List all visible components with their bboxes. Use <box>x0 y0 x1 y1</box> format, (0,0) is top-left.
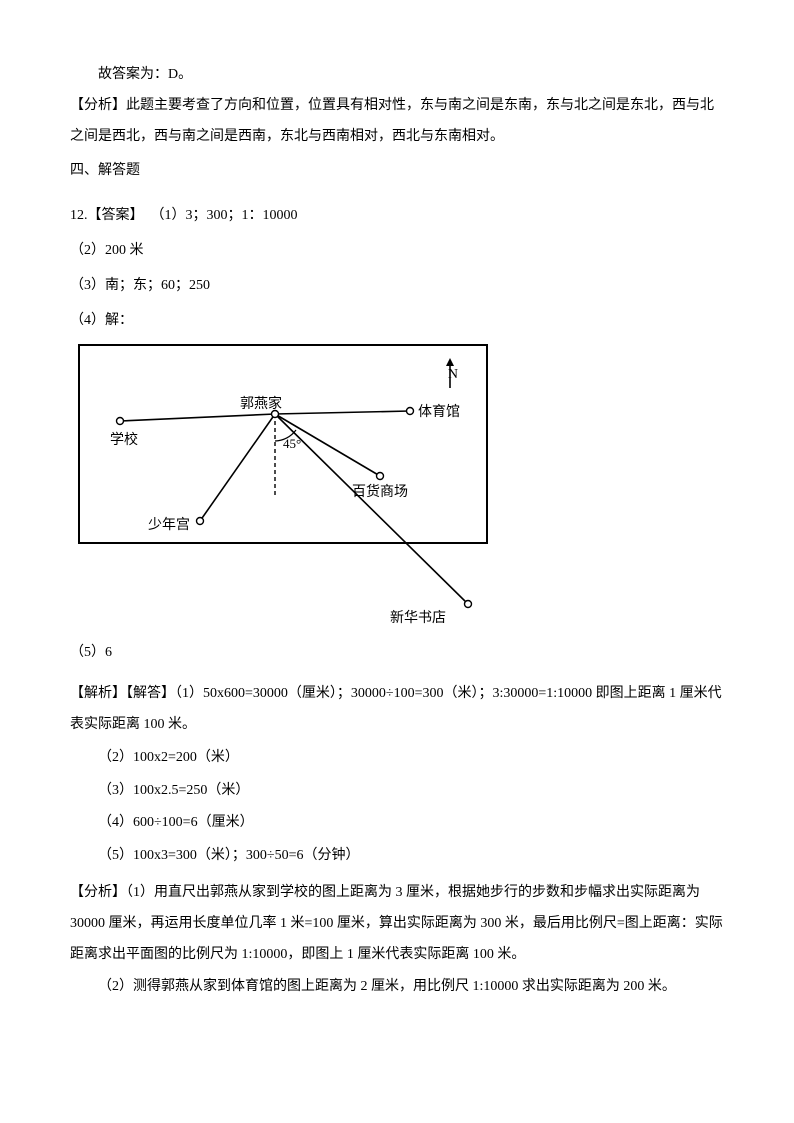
explanation-block: 【解析】【解答】（1）50x600=30000（厘米）；30000÷100=30… <box>70 679 724 741</box>
analysis-bottom: 【分析】（1）用直尺出郭燕从家到学校的图上距离为 3 厘米，根据她步行的步数和步… <box>70 878 724 970</box>
explain-4: （4）600÷100=6（厘米） <box>70 808 724 839</box>
explain-3: （3）100x2.5=250（米） <box>70 776 724 807</box>
explain-5: （5）100x3=300（米）；300÷50=6（分钟） <box>70 841 724 872</box>
answer-d-line: 故答案为：D。 <box>70 60 724 91</box>
explain-2: （2）100x2=200（米） <box>70 743 724 774</box>
q12-answer-line: 12.【答案】 （1）3；300；1：10000 <box>70 201 724 232</box>
analysis-bottom-prefix: 【分析】 <box>70 885 126 900</box>
analysis-prefix: 【分析】 <box>70 98 126 113</box>
analysis-b1: （1）用直尺出郭燕从家到学校的图上距离为 3 厘米，根据她步行的步数和步幅求出实… <box>70 885 723 962</box>
section-4-heading: 四、解答题 <box>70 156 724 187</box>
q12-a1: （1）3；300；1：10000 <box>151 208 298 223</box>
q12-a4: （4）解： <box>70 306 724 337</box>
q12-a2: （2）200 米 <box>70 236 724 267</box>
bookstore-dot <box>78 344 578 634</box>
analysis-top: 【分析】此题主要考查了方向和位置，位置具有相对性，东与南之间是东南，东与北之间是… <box>70 91 724 153</box>
q12-a3: （3）南；东；60；250 <box>70 271 724 302</box>
analysis-b2: （2）测得郭燕从家到体育馆的图上距离为 2 厘米，用比例尺 1:10000 求出… <box>70 972 724 1003</box>
diagram-container: N 学校 郭燕家 体育馆 45° 百货商场 少年宫 新华书店 <box>70 344 724 634</box>
explain-prefix: 【解析】【解答】 <box>70 686 175 701</box>
q12-label: 12.【答案】 <box>70 208 144 223</box>
analysis-top-text: 此题主要考查了方向和位置，位置具有相对性，东与南之间是东南，东与北之间是东北，西… <box>70 98 714 144</box>
